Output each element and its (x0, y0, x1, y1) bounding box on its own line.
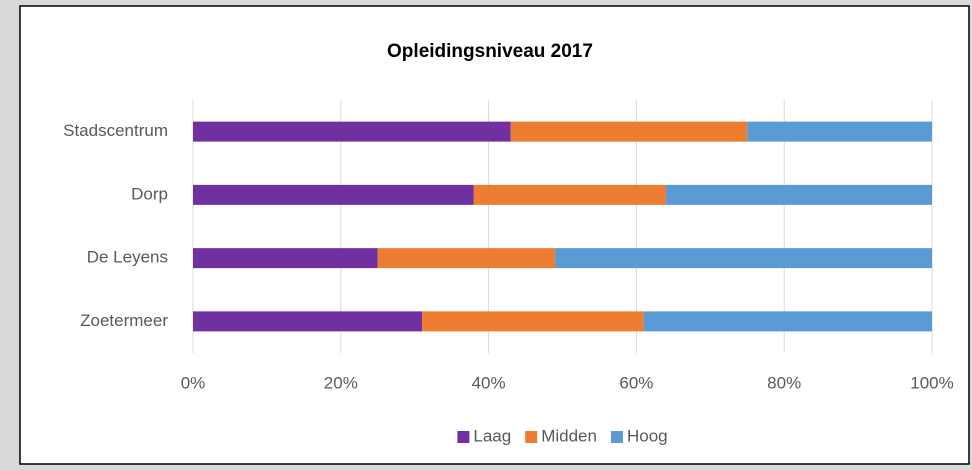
x-tick-label: 80% (767, 373, 801, 392)
x-tick-label: 100% (910, 373, 953, 392)
x-tick-label: 20% (324, 373, 358, 392)
y-tick-label: Stadscentrum (63, 121, 168, 140)
legend-label: Hoog (627, 426, 668, 445)
bar-segment (643, 311, 932, 332)
bar-segment (510, 121, 748, 142)
bar-segment (193, 248, 378, 269)
legend-swatch (457, 431, 470, 443)
bar-segment (193, 184, 474, 205)
bar-segment (422, 311, 644, 332)
bar-segment (555, 248, 932, 269)
bar-segment (665, 184, 932, 205)
bar-segment (473, 184, 666, 205)
legend-label: Laag (473, 426, 511, 445)
legend-swatch (525, 431, 538, 443)
bar-segment (193, 121, 511, 142)
bar-segment (747, 121, 932, 142)
x-tick-label: 0% (181, 373, 206, 392)
y-tick-label: De Leyens (87, 248, 168, 267)
y-tick-label: Dorp (131, 184, 168, 203)
legend-swatch (610, 431, 623, 443)
chart-title: Opleidingsniveau 2017 (387, 41, 593, 62)
chart-frame (19, 5, 970, 465)
y-tick-label: Zoetermeer (80, 311, 168, 330)
bar-segment (193, 311, 423, 332)
x-tick-label: 40% (472, 373, 506, 392)
legend-label: Midden (541, 426, 597, 445)
x-tick-label: 60% (619, 373, 653, 392)
bar-segment (377, 248, 556, 269)
